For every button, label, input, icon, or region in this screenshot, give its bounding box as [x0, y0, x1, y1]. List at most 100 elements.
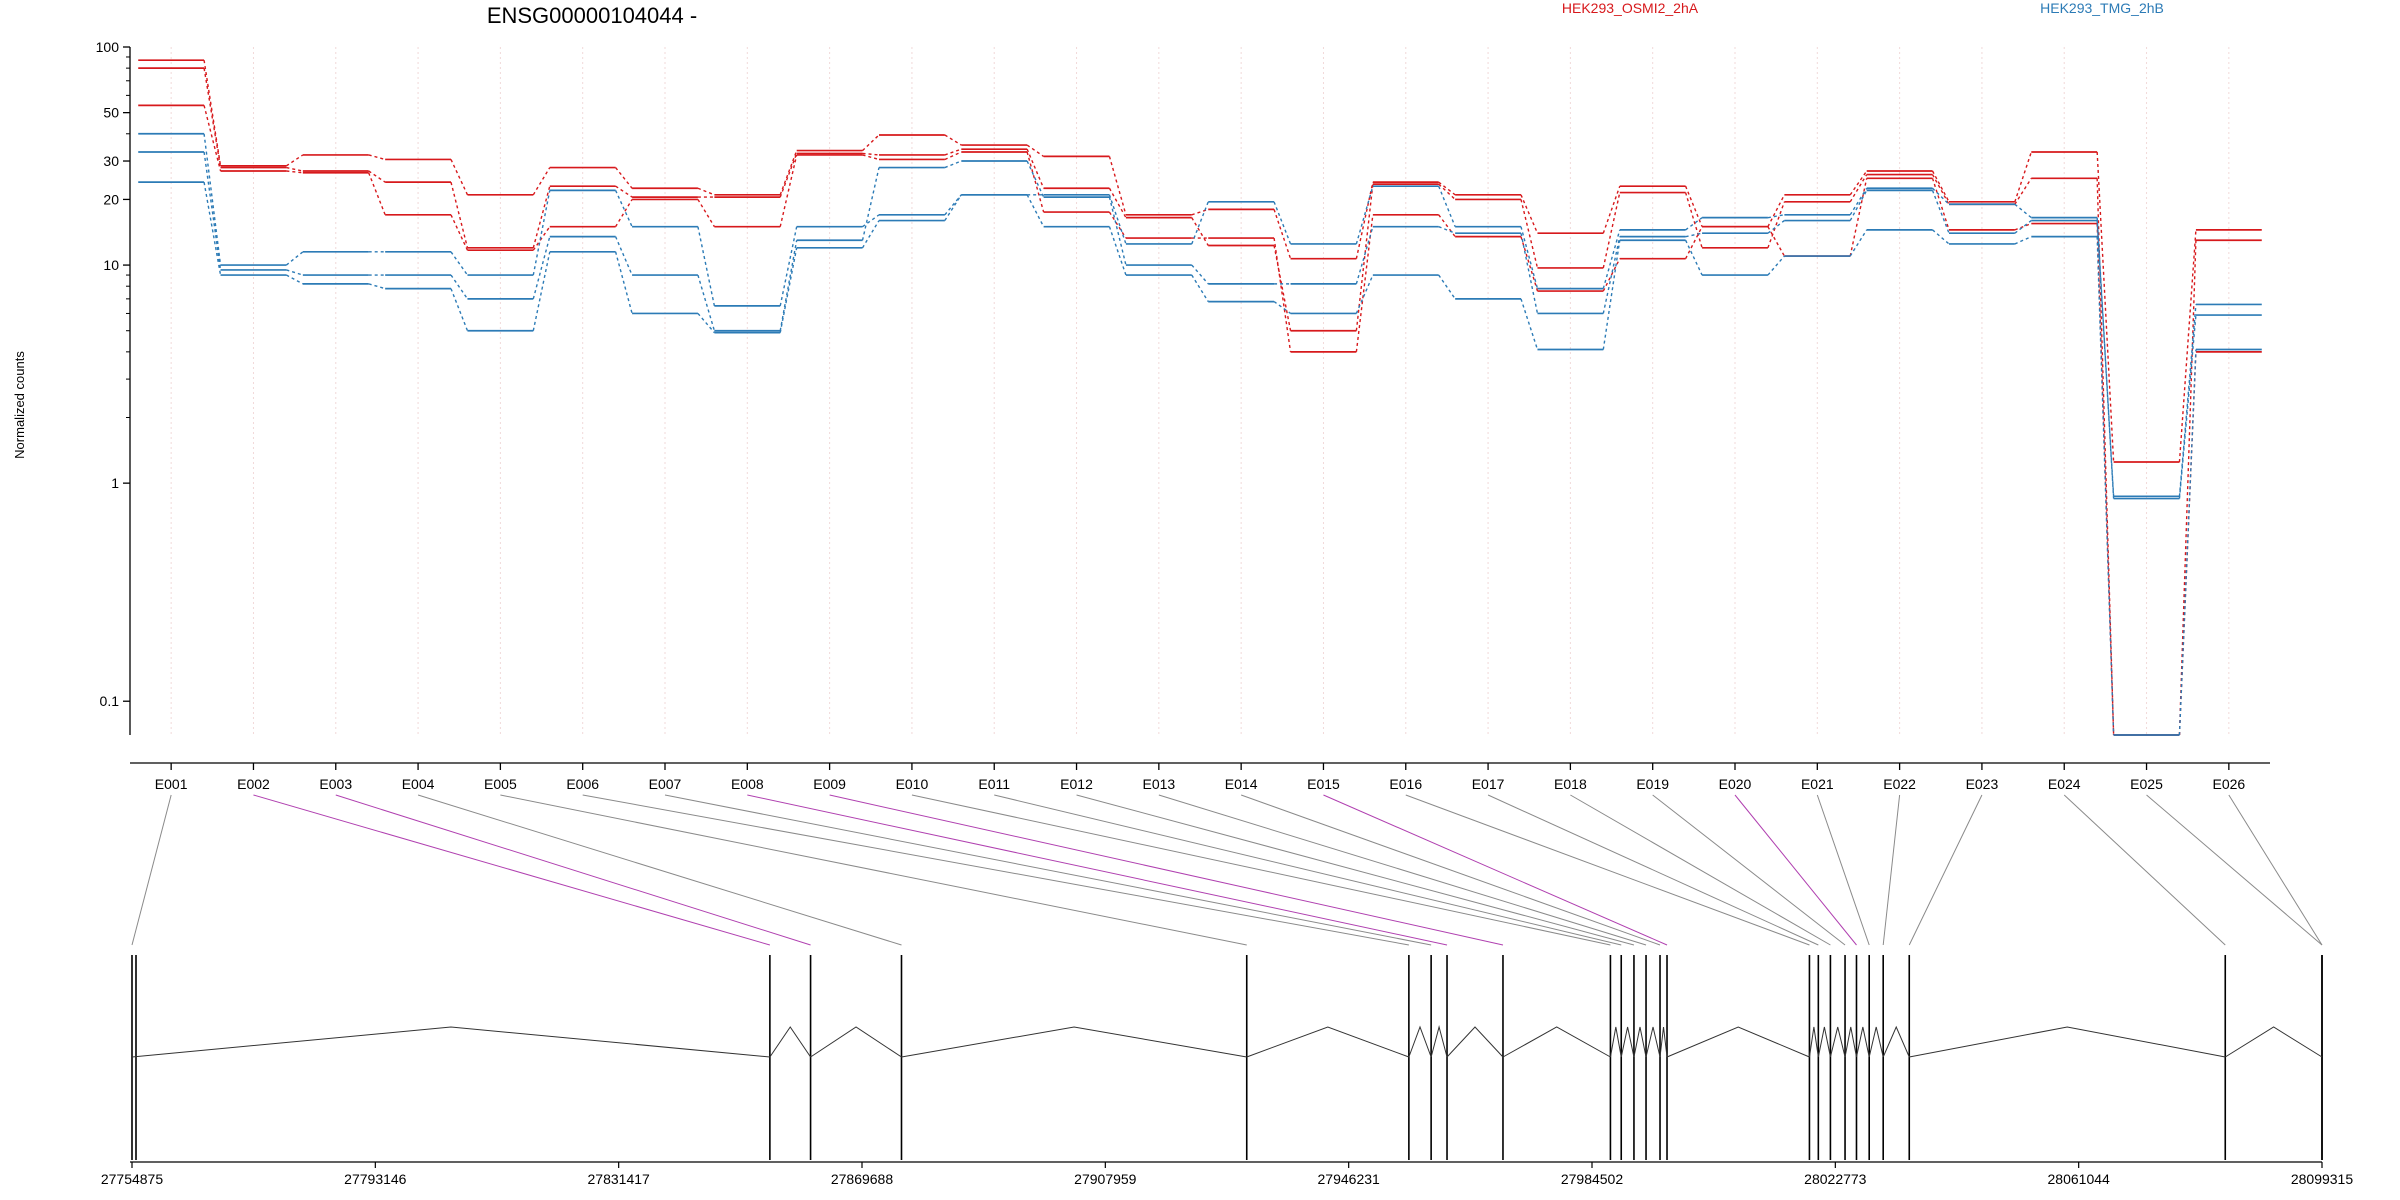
- exon-transition: [861, 167, 880, 241]
- exon-connector: [1652, 794, 1846, 946]
- exon-transition: [203, 133, 222, 266]
- exon-transition: [1849, 170, 1868, 196]
- exon-connector: [1816, 794, 1870, 946]
- exon-transition: [1438, 214, 1456, 238]
- exon-connector: [582, 794, 1409, 946]
- exon-transition: [615, 167, 633, 189]
- intron: [901, 1026, 1247, 1058]
- exon-transition: [1438, 183, 1456, 200]
- exon-transition: [1931, 178, 1950, 231]
- exon-transition: [1273, 237, 1292, 352]
- exon-transition: [1602, 229, 1621, 289]
- intron: [1633, 1026, 1647, 1058]
- exon-transition: [1273, 201, 1292, 245]
- exon-transition: [1932, 229, 1950, 245]
- exon-connector: [417, 794, 902, 946]
- genome-tick-label: 28061044: [2048, 1171, 2111, 1187]
- intron: [1868, 1026, 1884, 1058]
- exon-transition: [450, 251, 469, 276]
- exon-transition: [1931, 190, 1950, 234]
- data-series: [138, 59, 2262, 736]
- exon-transition: [203, 151, 222, 271]
- genome-tick-label: 27907959: [1074, 1171, 1137, 1187]
- x-tick-label: E013: [1142, 776, 1175, 792]
- x-tick-label: E024: [2048, 776, 2081, 792]
- exon-transition: [1108, 194, 1127, 245]
- intron: [2224, 1026, 2323, 1058]
- intron: [1817, 1026, 1831, 1058]
- x-tick-label: E018: [1554, 776, 1587, 792]
- intron: [1609, 1026, 1622, 1058]
- exon-transition: [944, 194, 962, 221]
- exon-transition: [1767, 220, 1785, 234]
- exon-transition: [1520, 226, 1539, 289]
- x-tick-label: E003: [319, 776, 352, 792]
- x-tick-label: E020: [1719, 776, 1752, 792]
- exon-transition: [1191, 208, 1209, 216]
- intron: [131, 1026, 770, 1058]
- y-tick-label: 20: [103, 191, 119, 207]
- x-tick-label: E002: [237, 776, 270, 792]
- y-axis: 0.1 1 10 20 30 50 100: [96, 39, 131, 735]
- exon-transition: [532, 226, 551, 251]
- exon-transition: [532, 236, 551, 300]
- x-tick-label: E006: [566, 776, 599, 792]
- exon-transition: [697, 226, 716, 307]
- exon-transition: [1602, 258, 1621, 292]
- exon-connector: [664, 794, 1432, 946]
- intron: [1808, 1026, 1819, 1058]
- exon-transition: [203, 105, 222, 172]
- genome-tick-label: 28099315: [2291, 1171, 2354, 1187]
- exon-transition: [1849, 229, 1868, 257]
- x-tick-label: E011: [978, 776, 1010, 792]
- exon-transition: [1849, 174, 1868, 203]
- exon-connector: [1487, 794, 1819, 946]
- exon-transition: [532, 251, 551, 331]
- intron: [1659, 1026, 1668, 1058]
- exon-connector: [1405, 794, 1810, 946]
- exon-transition: [1849, 187, 1868, 216]
- y-axis-label: Normalized counts: [12, 351, 27, 459]
- exon-transition: [2178, 349, 2197, 736]
- exon-transition: [779, 240, 798, 331]
- exon-connector: [1240, 794, 1661, 946]
- exon-transition: [779, 226, 798, 307]
- exon-connector: [131, 794, 172, 946]
- exon-transition: [1767, 255, 1785, 276]
- genome-tick-label: 28022773: [1804, 1171, 1867, 1187]
- vertical-gridlines: [170, 47, 2230, 735]
- exon-transition: [862, 152, 880, 156]
- exon-transition: [1520, 298, 1539, 350]
- exon-connector: [2228, 794, 2323, 946]
- x-tick-label: E021: [1801, 776, 1834, 792]
- exon-transition: [2096, 151, 2115, 463]
- intron: [1408, 1025, 1432, 1058]
- exon-transition: [1520, 233, 1539, 314]
- chart-title: ENSG00000104044 -: [487, 3, 697, 28]
- intron: [810, 1026, 902, 1058]
- exon-connector: [1323, 794, 1668, 946]
- series-line: [138, 181, 2262, 736]
- exon-transition: [2014, 151, 2032, 203]
- exon-transition: [2178, 314, 2197, 499]
- exon-connectors: [131, 794, 2323, 946]
- exon-transition: [779, 150, 798, 196]
- intron: [1855, 1026, 1870, 1058]
- exon-transition: [944, 194, 962, 216]
- series-line: [138, 104, 2262, 736]
- exon-transition: [1849, 178, 1868, 257]
- exon-transition: [1849, 190, 1868, 221]
- exon-transition: [450, 288, 469, 331]
- exon-transition: [1191, 217, 1209, 246]
- exon-transition: [368, 283, 386, 290]
- exon-transition: [1026, 160, 1045, 198]
- x-tick-label: E008: [731, 776, 764, 792]
- series-line: [138, 67, 2262, 736]
- exon-transition: [1355, 182, 1374, 259]
- exon-transition: [1273, 209, 1292, 259]
- intron: [1882, 1025, 1910, 1058]
- exon-transition: [203, 182, 222, 276]
- exon-connector: [1882, 794, 1901, 946]
- exon-transition: [286, 274, 304, 285]
